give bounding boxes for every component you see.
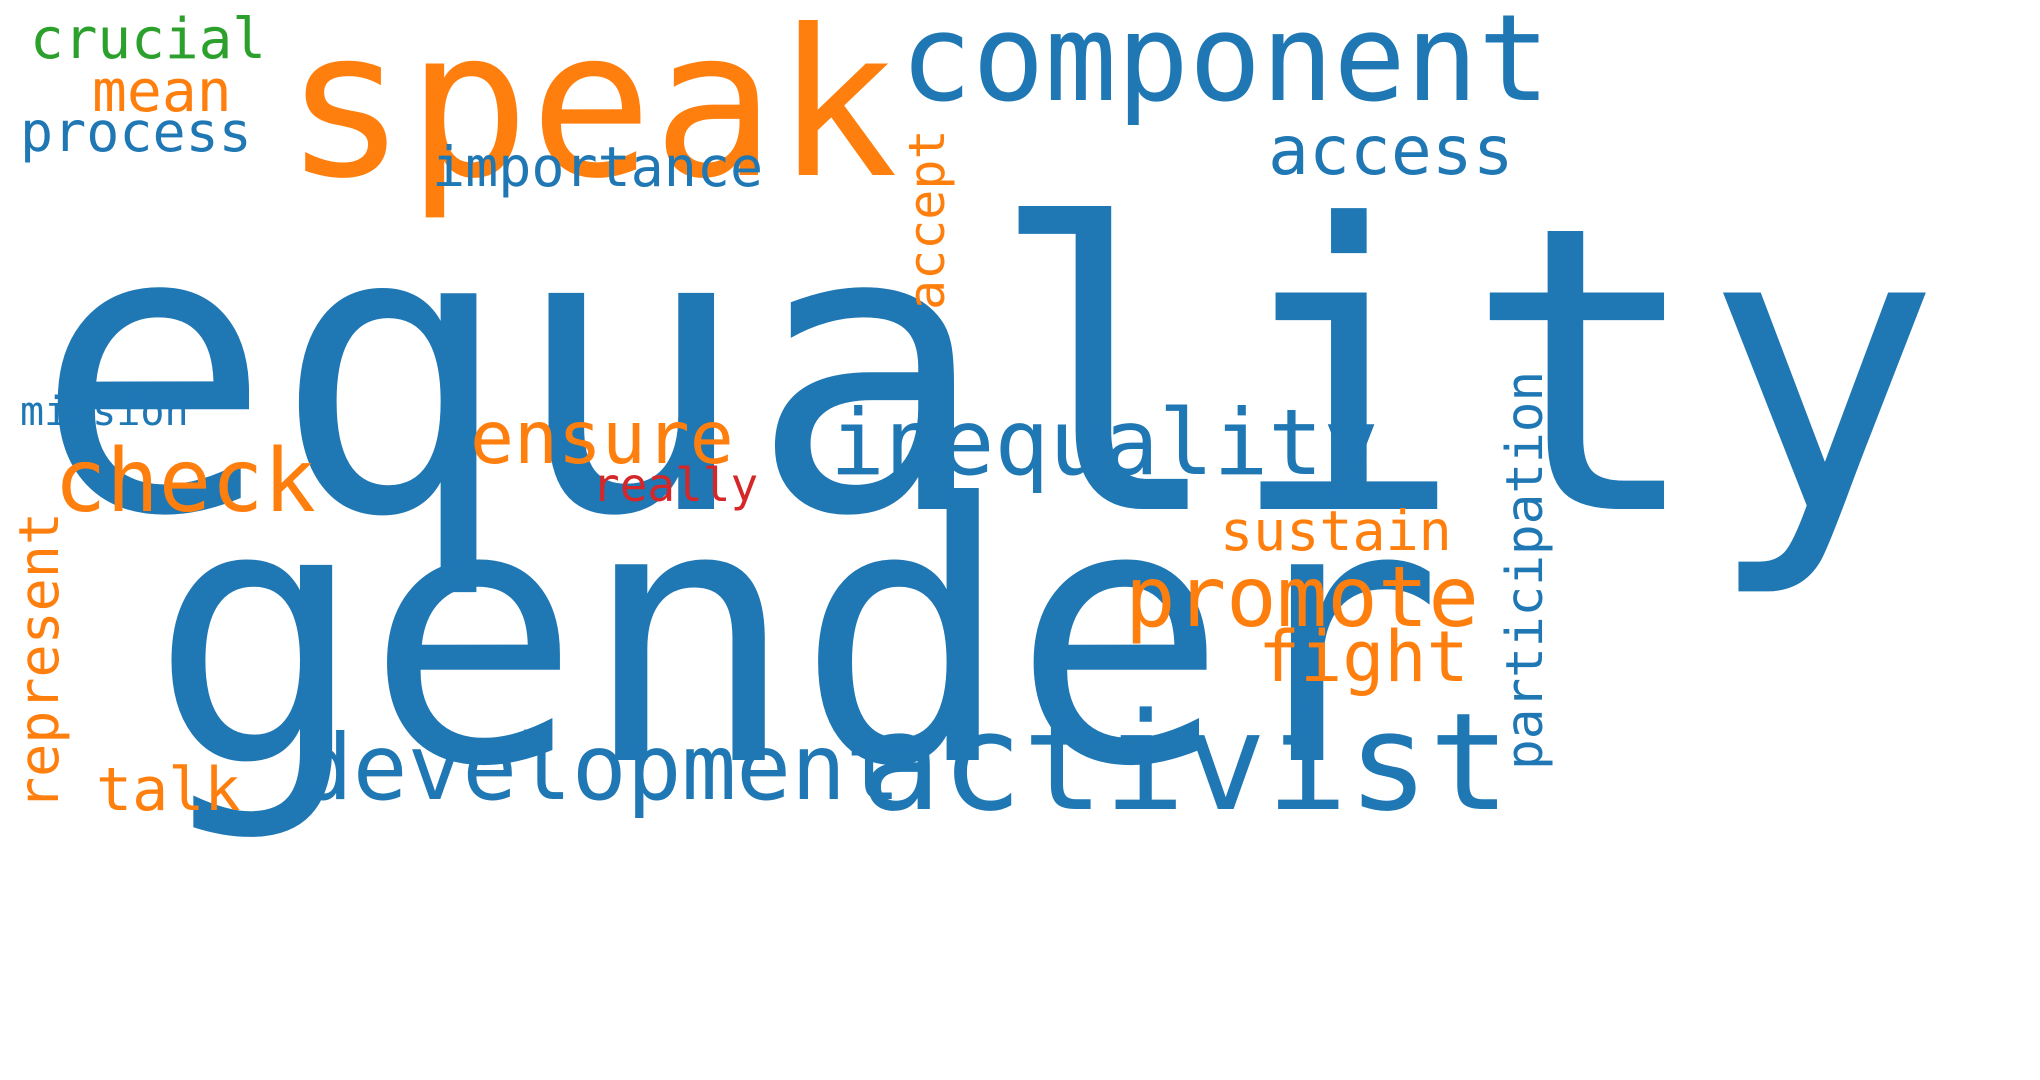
word-accept: accept	[898, 129, 956, 310]
word-equality: equality	[34, 142, 1942, 603]
word-mission: mission	[20, 389, 189, 435]
word-fight: fight	[1258, 616, 1469, 698]
word-check: check	[54, 430, 316, 532]
word-crucial: crucial	[30, 7, 267, 72]
word-gender: gender	[150, 429, 1444, 845]
word-access: access	[1268, 112, 1514, 191]
word-importance: importance	[432, 135, 764, 199]
word-ensure: ensure	[470, 396, 734, 481]
word-talk: talk	[96, 755, 241, 825]
word-component: component	[900, 0, 1551, 129]
word-sustain: sustain	[1220, 499, 1452, 563]
word-mean: mean	[92, 57, 232, 125]
word-really: really	[592, 458, 759, 512]
word-activist: activist	[860, 684, 1511, 841]
word-promote: promote	[1125, 548, 1480, 646]
word-speak: speak	[284, 0, 899, 224]
word-inequality: inequality	[830, 391, 1378, 496]
word-participation: participation	[1496, 370, 1555, 770]
word-development: development	[298, 716, 901, 821]
word-represent: represent	[7, 511, 71, 810]
word-process: process	[20, 100, 252, 164]
